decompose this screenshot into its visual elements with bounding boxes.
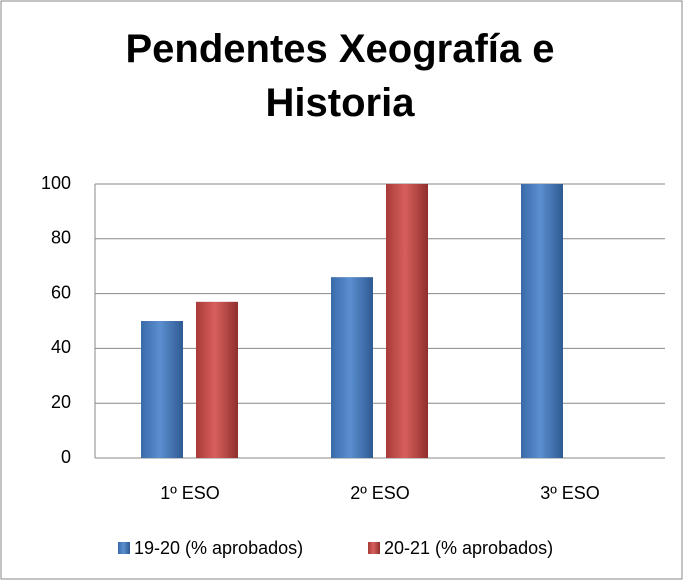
y-tick-label: 40 xyxy=(51,337,71,357)
legend-label: 20-21 (% aprobados) xyxy=(384,538,553,558)
bar xyxy=(521,184,563,458)
x-tick-label: 1º ESO xyxy=(160,483,220,503)
chart-title: Pendentes Xeografía e Historia xyxy=(125,27,555,125)
bar xyxy=(141,321,183,458)
x-tick-label: 3º ESO xyxy=(540,483,600,503)
y-tick-label: 0 xyxy=(61,447,71,467)
legend-swatch xyxy=(118,542,130,554)
legend-swatch xyxy=(368,542,380,554)
bar xyxy=(196,301,238,458)
legend-label: 19-20 (% aprobados) xyxy=(134,538,303,558)
x-tick-label: 2º ESO xyxy=(350,483,410,503)
y-tick-label: 100 xyxy=(41,173,71,193)
y-tick-label: 20 xyxy=(51,392,71,412)
y-tick-label: 80 xyxy=(51,228,71,248)
bar xyxy=(386,184,428,458)
y-tick-label: 60 xyxy=(51,282,71,302)
bar xyxy=(331,277,373,458)
